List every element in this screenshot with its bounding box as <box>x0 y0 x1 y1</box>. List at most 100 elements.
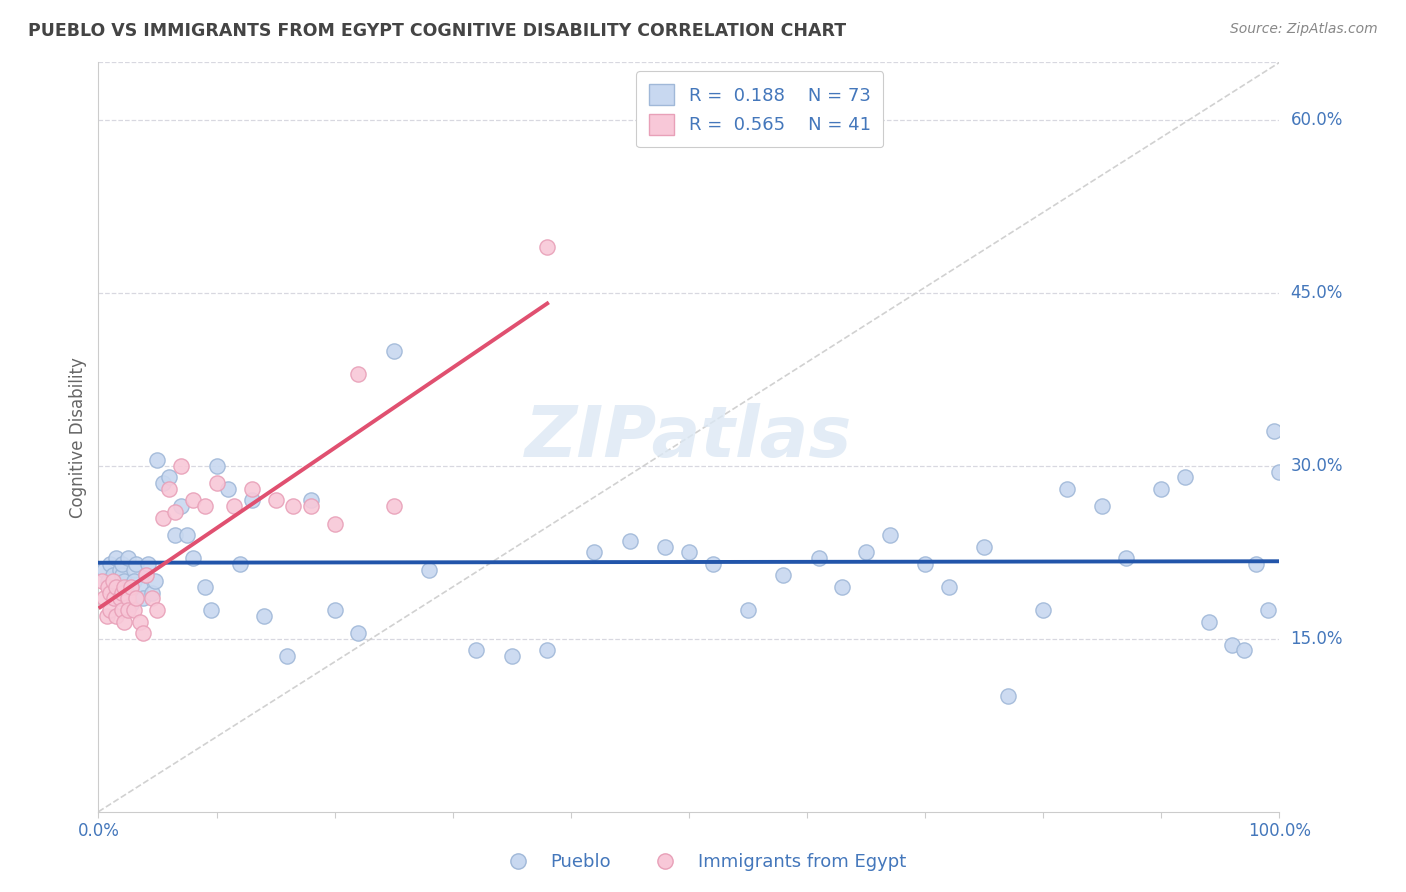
Point <box>181 493 204 508</box>
Point <box>194 500 217 514</box>
Y-axis label: Cognitive Disability: Cognitive Disability <box>69 357 87 517</box>
Point <box>1233 643 1256 657</box>
Point <box>101 574 124 589</box>
Point <box>347 626 370 640</box>
Point <box>96 608 118 623</box>
Point <box>1244 557 1267 571</box>
Point <box>105 580 128 594</box>
Point <box>157 482 180 496</box>
Point <box>1257 603 1279 617</box>
Point <box>1115 551 1137 566</box>
Point <box>152 476 174 491</box>
Point <box>143 574 166 589</box>
Point <box>98 557 121 571</box>
Point <box>205 458 228 473</box>
Point <box>103 591 125 606</box>
Point <box>135 568 157 582</box>
Point <box>807 551 830 566</box>
Point <box>111 603 134 617</box>
Point <box>97 574 120 589</box>
Point <box>91 574 114 589</box>
Point <box>973 540 995 554</box>
Point <box>141 585 163 599</box>
Point <box>111 568 134 582</box>
Point <box>678 545 700 559</box>
Point <box>136 557 159 571</box>
Point <box>276 649 298 664</box>
Point <box>217 482 239 496</box>
Text: 30.0%: 30.0% <box>1291 457 1343 475</box>
Point <box>1056 482 1078 496</box>
Legend: Pueblo, Immigrants from Egypt: Pueblo, Immigrants from Egypt <box>492 847 914 879</box>
Point <box>737 603 759 617</box>
Point <box>105 608 128 623</box>
Point <box>165 505 187 519</box>
Point <box>583 545 606 559</box>
Text: ZIPatlas: ZIPatlas <box>526 402 852 472</box>
Point <box>98 585 121 599</box>
Point <box>93 591 115 606</box>
Point <box>536 643 558 657</box>
Point <box>1220 638 1243 652</box>
Point <box>176 528 198 542</box>
Point <box>264 493 287 508</box>
Text: 45.0%: 45.0% <box>1291 284 1343 302</box>
Point <box>536 240 558 254</box>
Point <box>347 367 370 381</box>
Point <box>121 580 143 594</box>
Point <box>200 603 222 617</box>
Point <box>1198 615 1220 629</box>
Point <box>105 580 128 594</box>
Point <box>382 343 405 358</box>
Point <box>501 649 523 664</box>
Point <box>108 591 131 606</box>
Point <box>128 580 150 594</box>
Point <box>997 690 1019 704</box>
Point <box>146 453 169 467</box>
Text: 60.0%: 60.0% <box>1291 112 1343 129</box>
Point <box>112 574 135 589</box>
Point <box>224 500 246 514</box>
Point <box>229 557 252 571</box>
Point <box>117 580 139 594</box>
Point <box>1174 470 1197 484</box>
Point <box>122 574 145 589</box>
Point <box>299 493 322 508</box>
Point <box>112 615 135 629</box>
Point <box>122 563 145 577</box>
Point <box>772 568 794 582</box>
Point <box>170 500 193 514</box>
Point <box>101 568 124 582</box>
Point <box>654 540 676 554</box>
Point <box>135 568 157 582</box>
Point <box>1263 425 1285 439</box>
Legend: R =  0.188    N = 73, R =  0.565    N = 41: R = 0.188 N = 73, R = 0.565 N = 41 <box>637 71 883 147</box>
Point <box>323 603 346 617</box>
Point <box>382 500 405 514</box>
Point <box>240 493 263 508</box>
Point <box>128 615 150 629</box>
Point <box>181 551 204 566</box>
Point <box>97 580 120 594</box>
Point <box>157 470 180 484</box>
Point <box>132 626 155 640</box>
Point <box>165 528 187 542</box>
Point <box>122 603 145 617</box>
Point <box>111 557 134 571</box>
Point <box>1091 500 1114 514</box>
Point <box>152 510 174 524</box>
Point <box>418 563 440 577</box>
Point <box>141 591 163 606</box>
Point <box>253 608 276 623</box>
Point <box>283 500 305 514</box>
Point <box>1268 465 1291 479</box>
Point <box>125 591 148 606</box>
Point <box>205 476 228 491</box>
Point <box>1032 603 1054 617</box>
Point <box>117 603 139 617</box>
Point <box>702 557 724 571</box>
Point <box>121 597 143 611</box>
Point <box>879 528 901 542</box>
Point <box>240 482 263 496</box>
Point <box>194 580 217 594</box>
